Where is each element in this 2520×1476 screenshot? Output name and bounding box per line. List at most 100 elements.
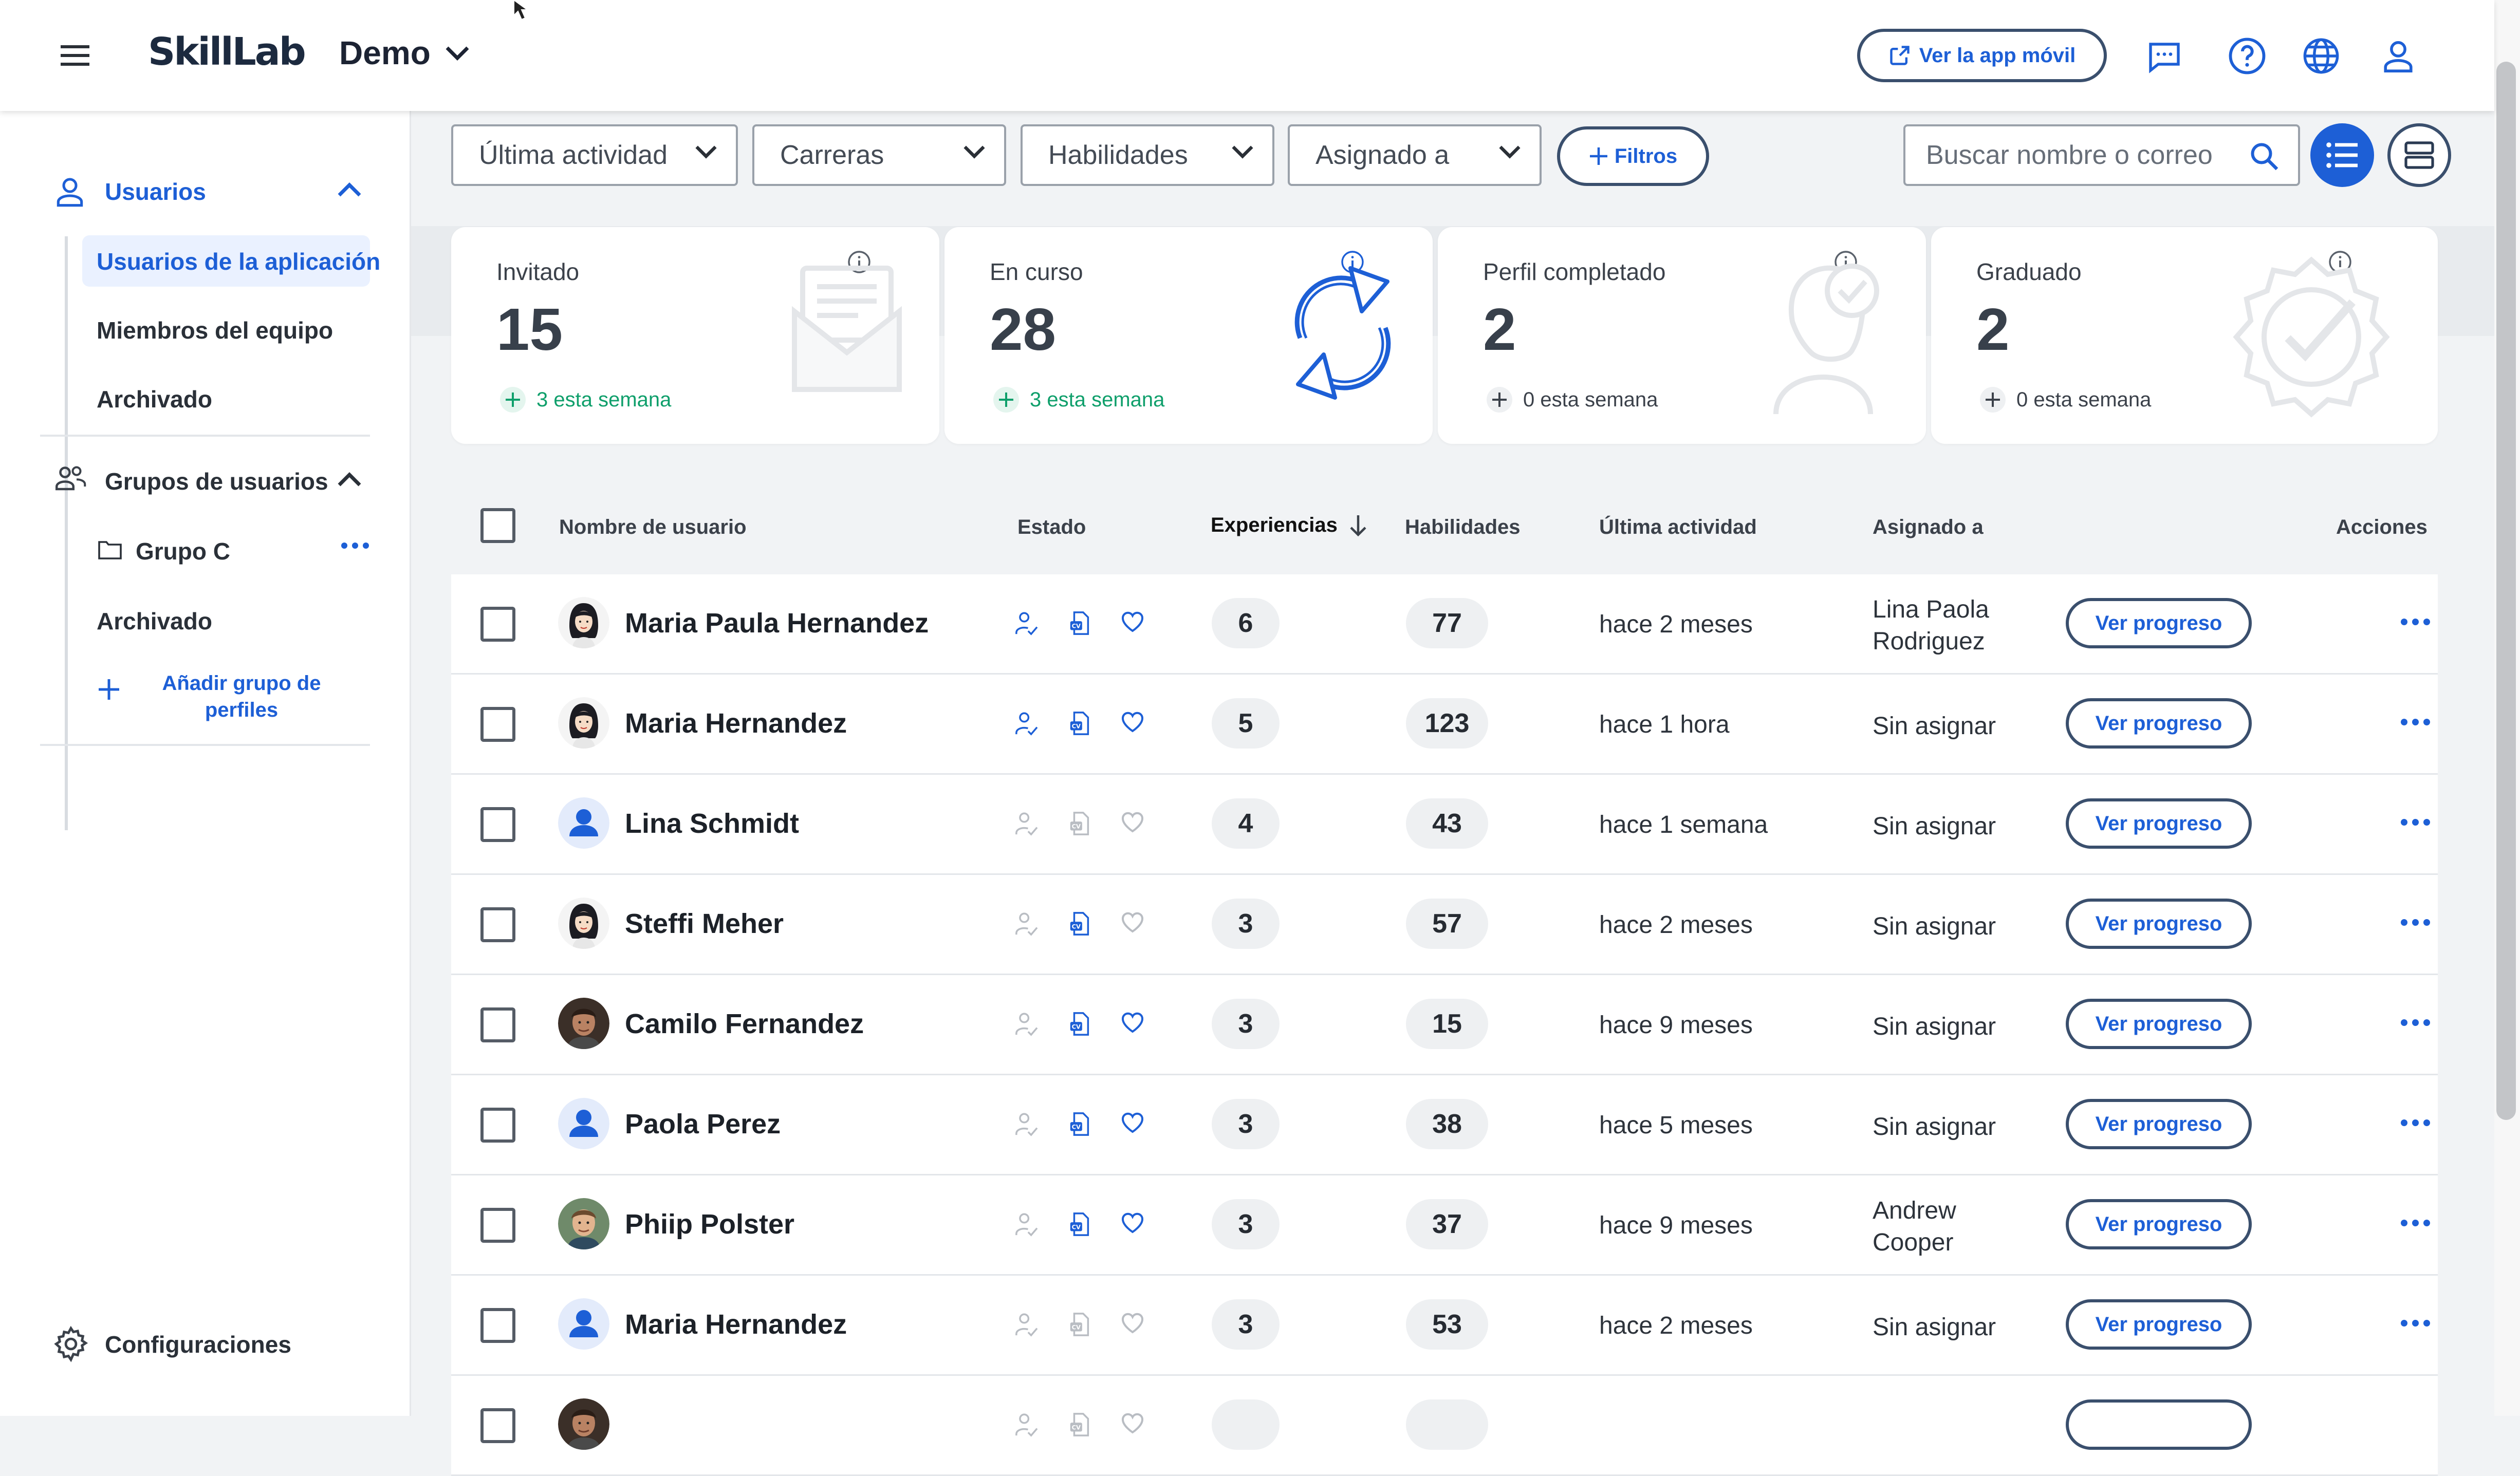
row-checkbox[interactable] xyxy=(480,807,515,842)
gear-icon[interactable] xyxy=(52,1325,89,1362)
brand-logo[interactable]: SkillLab xyxy=(148,30,306,74)
user-name[interactable]: Paola Perez xyxy=(625,1109,781,1139)
sidebar-item-group-c[interactable]: Grupo C xyxy=(136,538,230,565)
row-actions-icon[interactable] xyxy=(2401,1220,2430,1226)
chevron-up-icon[interactable] xyxy=(337,472,362,488)
list-view-icon[interactable] xyxy=(2310,123,2374,187)
view-progress-button[interactable]: Ver progreso xyxy=(2066,798,2252,849)
chevron-up-icon[interactable] xyxy=(337,182,362,198)
table-row[interactable]: Paola Perez CV 3 38 hace 5 meses Sin asi… xyxy=(451,1075,2438,1175)
search-icon[interactable] xyxy=(2249,141,2280,172)
table-row[interactable]: Camilo Fernandez CV 3 15 hace 9 meses Si… xyxy=(451,975,2438,1075)
help-icon[interactable] xyxy=(2225,34,2269,78)
column-header-skills[interactable]: Habilidades xyxy=(1405,516,1521,538)
avatar[interactable] xyxy=(558,597,609,648)
column-header-status[interactable]: Estado xyxy=(1017,516,1086,538)
user-account-icon[interactable] xyxy=(2376,34,2420,78)
row-checkbox[interactable] xyxy=(480,1408,515,1443)
user-name[interactable]: Camilo Fernandez xyxy=(625,1008,864,1039)
user-name[interactable]: Lina Schmidt xyxy=(625,808,800,839)
avatar[interactable] xyxy=(558,797,609,849)
table-row[interactable]: Phiip Polster CV 3 37 hace 9 meses Andre… xyxy=(451,1175,2438,1276)
column-header-last-activity[interactable]: Última actividad xyxy=(1599,516,1757,538)
hamburger-menu-icon[interactable] xyxy=(57,41,94,70)
plus-icon xyxy=(1589,147,1607,165)
skills-count: 53 xyxy=(1406,1299,1488,1350)
row-checkbox[interactable] xyxy=(480,1308,515,1343)
add-group-button[interactable]: Añadir grupo de perfiles xyxy=(134,670,349,723)
table-row[interactable]: Maria Hernandez CV 5 123 hace 1 hora Sin… xyxy=(451,675,2438,775)
row-checkbox[interactable] xyxy=(480,1108,515,1143)
column-header-assigned[interactable]: Asignado a xyxy=(1873,516,1984,538)
settings-link[interactable]: Configuraciones xyxy=(105,1331,291,1358)
view-progress-button[interactable]: Ver progreso xyxy=(2066,698,2252,749)
row-actions-icon[interactable] xyxy=(2401,1119,2430,1126)
sidebar-item-groups-archived[interactable]: Archivado xyxy=(97,608,212,634)
view-progress-button[interactable]: Ver progreso xyxy=(2066,598,2252,648)
search-input[interactable]: Buscar nombre o correo xyxy=(1926,140,2213,170)
view-progress-button[interactable]: Ver progreso xyxy=(2066,899,2252,949)
user-name[interactable]: Steffi Meher xyxy=(625,908,784,939)
avatar[interactable] xyxy=(558,1198,609,1249)
sidebar-item-archived[interactable]: Archivado xyxy=(97,386,212,413)
avatar[interactable] xyxy=(558,898,609,949)
avatar[interactable] xyxy=(558,1298,609,1350)
group-options-icon[interactable] xyxy=(341,543,369,549)
column-header-name[interactable]: Nombre de usuario xyxy=(559,516,747,538)
mobile-app-button[interactable]: Ver la app móvil xyxy=(1857,29,2107,82)
card-view-icon[interactable] xyxy=(2387,123,2451,187)
user-name[interactable]: Maria Hernandez xyxy=(625,708,847,739)
view-progress-button[interactable]: Ver progreso xyxy=(2066,1199,2252,1249)
users-section-title[interactable]: Usuarios xyxy=(105,178,206,205)
avatar[interactable] xyxy=(558,697,609,749)
skills-dropdown[interactable]: Habilidades xyxy=(1021,124,1274,186)
last-activity-dropdown[interactable]: Última actividad xyxy=(451,124,738,186)
view-progress-button[interactable] xyxy=(2066,1399,2252,1450)
table-row[interactable]: Maria Hernandez CV 3 53 hace 2 meses Sin… xyxy=(451,1276,2438,1376)
row-checkbox[interactable] xyxy=(480,707,515,742)
sidebar-item-app-users[interactable]: Usuarios de la aplicación xyxy=(82,235,380,287)
row-actions-icon[interactable] xyxy=(2401,919,2430,926)
stat-card-invited[interactable]: Invitado 15 3 esta semana xyxy=(451,227,939,444)
scrollbar-thumb[interactable] xyxy=(2496,62,2516,1120)
avatar[interactable] xyxy=(558,1398,609,1450)
avatar[interactable] xyxy=(558,1098,609,1149)
stat-card-in-progress[interactable]: En curso 28 3 esta semana xyxy=(944,227,1433,444)
plus-icon[interactable] xyxy=(98,678,120,701)
view-progress-button[interactable]: Ver progreso xyxy=(2066,999,2252,1049)
filters-button[interactable]: Filtros xyxy=(1557,126,1709,186)
user-name[interactable]: Maria Paula Hernandez xyxy=(625,608,929,639)
table-row[interactable]: Lina Schmidt CV 4 43 hace 1 semana Sin a… xyxy=(451,775,2438,875)
table-row[interactable]: Steffi Meher CV 3 57 hace 2 meses Sin as… xyxy=(451,875,2438,975)
search-field[interactable]: Buscar nombre o correo xyxy=(1903,124,2300,186)
globe-icon[interactable] xyxy=(2299,34,2343,78)
stat-card-graduated[interactable]: Graduado 2 0 esta semana xyxy=(1931,227,2438,444)
user-name[interactable]: Maria Hernandez xyxy=(625,1309,847,1340)
table-row-partial[interactable]: CV xyxy=(451,1376,2438,1476)
workspace-selector[interactable]: Demo xyxy=(339,34,470,72)
stat-card-profile-complete[interactable]: Perfil completado 2 0 esta semana xyxy=(1438,227,1926,444)
view-progress-button[interactable]: Ver progreso xyxy=(2066,1099,2252,1149)
table-row[interactable]: Maria Paula Hernandez CV 6 77 hace 2 mes… xyxy=(451,574,2438,675)
status-heart-icon xyxy=(1120,811,1145,833)
user-name[interactable]: Phiip Polster xyxy=(625,1209,795,1240)
assigned-to-dropdown[interactable]: Asignado a xyxy=(1288,124,1542,186)
sidebar-item-team-members[interactable]: Miembros del equipo xyxy=(97,317,333,344)
row-checkbox[interactable] xyxy=(480,1007,515,1042)
row-checkbox[interactable] xyxy=(480,1208,515,1243)
groups-section-title[interactable]: Grupos de usuarios xyxy=(105,468,328,495)
select-all-checkbox[interactable] xyxy=(480,508,515,543)
view-progress-button[interactable]: Ver progreso xyxy=(2066,1299,2252,1350)
row-actions-icon[interactable] xyxy=(2401,819,2430,826)
row-checkbox[interactable] xyxy=(480,607,515,642)
column-header-experiences[interactable]: Experiencias xyxy=(1211,514,1367,537)
careers-dropdown[interactable]: Carreras xyxy=(752,124,1006,186)
row-actions-icon[interactable] xyxy=(2401,1320,2430,1326)
avatar[interactable] xyxy=(558,998,609,1049)
row-checkbox[interactable] xyxy=(480,907,515,942)
row-actions-icon[interactable] xyxy=(2401,719,2430,725)
assigned-line-2: Rodriguez xyxy=(1873,628,1985,655)
chat-icon[interactable] xyxy=(2143,35,2186,78)
row-actions-icon[interactable] xyxy=(2401,1019,2430,1026)
row-actions-icon[interactable] xyxy=(2401,619,2430,625)
